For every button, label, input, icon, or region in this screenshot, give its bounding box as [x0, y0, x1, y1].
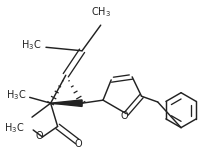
Text: O: O [75, 139, 82, 149]
Text: H$_3$C: H$_3$C [21, 38, 41, 52]
Text: H$_3$C: H$_3$C [3, 121, 24, 135]
Text: H$_3$C: H$_3$C [6, 89, 26, 102]
Text: O: O [36, 132, 43, 142]
Text: O: O [121, 111, 128, 121]
Text: CH$_3$: CH$_3$ [91, 5, 111, 19]
Polygon shape [51, 100, 82, 106]
